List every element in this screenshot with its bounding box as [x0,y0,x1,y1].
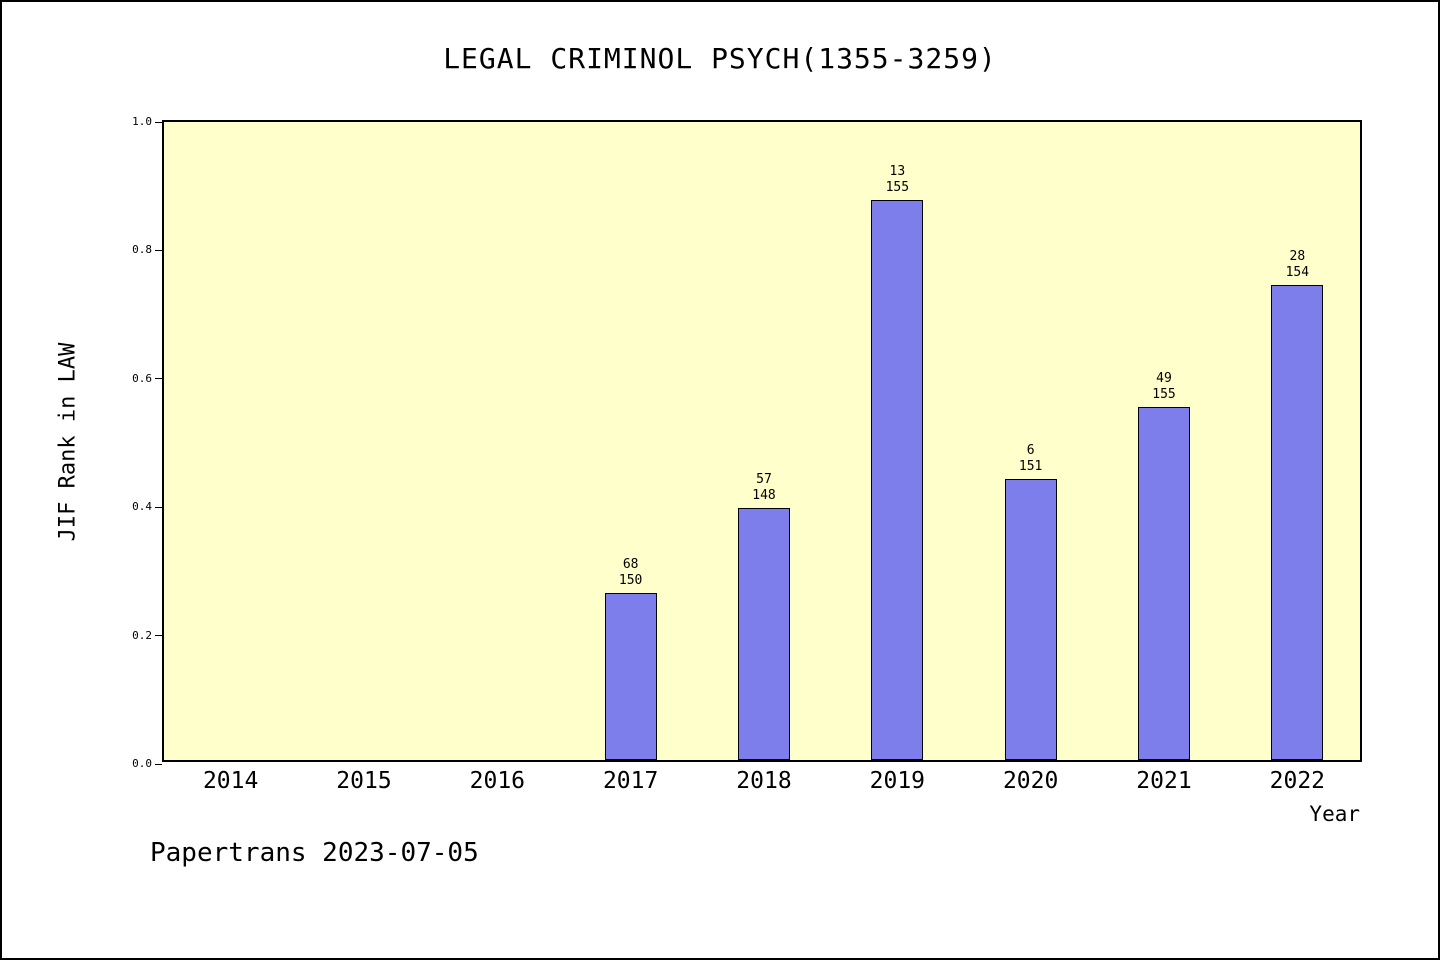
footer-text: Papertrans 2023-07-05 [150,838,479,868]
bar-rank-label: 49 [1156,370,1172,386]
chart-title: LEGAL CRIMINOL PSYCH(1355-3259) [443,42,997,75]
bar-annotation: 68 150 [571,557,691,589]
y-tick-label: 0.0 [132,757,152,770]
y-tick-mark [155,378,162,380]
bar-annotation: 6 151 [971,443,1091,475]
bar-annotation: 49 155 [1104,371,1224,403]
y-tick-mark [155,249,162,251]
y-tick-label: 0.2 [132,628,152,642]
plot-area: Year 0.0 0.2 0.4 0.6 0.8 1.0 2014 2015 2016 2017 2… [132,115,1362,826]
bar [1271,284,1324,760]
x-tick-label: 2014 [202,768,259,794]
y-tick-mark [155,635,162,637]
bar-total-label: 155 [885,180,910,196]
x-tick-label: 2015 [336,768,392,794]
y-tick-label: 0.6 [132,371,152,385]
y-tick-label: 1.0 [132,115,152,128]
bar-total-label: 155 [1152,386,1176,402]
bar-rank-label: 57 [756,472,772,488]
bar [1004,478,1057,760]
bar-total-label: 154 [1285,264,1310,280]
bar [1138,406,1190,760]
bar-rank-label: 68 [622,557,639,573]
bar-annotation: 57 148 [704,472,824,504]
y-axis-title: JIF Rank in LAW [55,342,81,542]
x-tick-label: 2016 [469,768,526,794]
x-tick-label: 2019 [869,768,926,794]
bar-rank-label: 13 [889,164,906,180]
x-tick-label: 2022 [1269,768,1326,794]
y-tick-mark [155,763,162,765]
y-tick-label: 0.8 [132,243,152,257]
bar [871,200,924,760]
bar-total-label: 151 [1018,458,1043,474]
x-tick-label: 2018 [736,768,792,794]
y-tick-mark [155,506,162,508]
y-tick-mark [155,121,162,123]
y-tick-label: 0.4 [132,500,152,514]
bar-total-label: 148 [752,488,776,504]
bar-total-label: 150 [618,573,643,589]
bar-annotation: 28 154 [1237,249,1357,281]
bar-annotation: 13 155 [837,164,957,196]
bar [738,508,790,760]
x-axis-title: Year [1309,802,1360,826]
bar [604,593,657,760]
bar-rank-label: 28 [1289,248,1306,264]
x-tick-label: 2021 [1136,768,1192,794]
bar-rank-label: 6 [1026,442,1035,458]
x-tick-label: 2020 [1002,768,1059,794]
x-tick-label: 2017 [602,768,659,794]
